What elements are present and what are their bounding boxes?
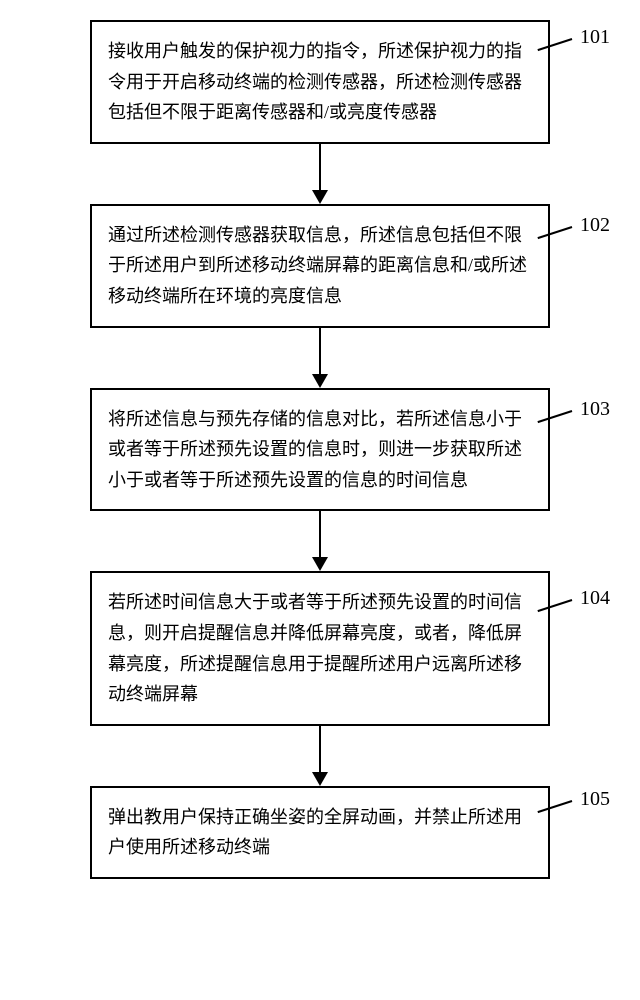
- step-label: 103: [580, 398, 610, 421]
- step-box: 弹出教用户保持正确坐姿的全屏动画，并禁止所述用户使用所述移动终端: [90, 786, 550, 879]
- connector-arrow: [40, 144, 600, 204]
- step-label: 102: [580, 214, 610, 237]
- flow-step-2: 通过所述检测传感器获取信息，所述信息包括但不限于所述用户到所述移动终端屏幕的距离…: [40, 204, 600, 328]
- flow-step-5: 弹出教用户保持正确坐姿的全屏动画，并禁止所述用户使用所述移动终端105: [40, 786, 600, 879]
- step-box: 将所述信息与预先存储的信息对比，若所述信息小于或者等于所述预先设置的信息时，则进…: [90, 388, 550, 512]
- flow-step-1: 接收用户触发的保护视力的指令，所述保护视力的指令用于开启移动终端的检测传感器，所…: [40, 20, 600, 144]
- step-box: 若所述时间信息大于或者等于所述预先设置的时间信息，则开启提醒信息并降低屏幕亮度，…: [90, 571, 550, 725]
- connector-arrow: [40, 328, 600, 388]
- step-label: 104: [580, 587, 610, 610]
- connector-arrow: [40, 726, 600, 786]
- flow-step-3: 将所述信息与预先存储的信息对比，若所述信息小于或者等于所述预先设置的信息时，则进…: [40, 388, 600, 512]
- connector-arrow: [40, 511, 600, 571]
- step-label: 105: [580, 788, 610, 811]
- step-label: 101: [580, 26, 610, 49]
- step-box: 接收用户触发的保护视力的指令，所述保护视力的指令用于开启移动终端的检测传感器，所…: [90, 20, 550, 144]
- flow-step-4: 若所述时间信息大于或者等于所述预先设置的时间信息，则开启提醒信息并降低屏幕亮度，…: [40, 571, 600, 725]
- step-box: 通过所述检测传感器获取信息，所述信息包括但不限于所述用户到所述移动终端屏幕的距离…: [90, 204, 550, 328]
